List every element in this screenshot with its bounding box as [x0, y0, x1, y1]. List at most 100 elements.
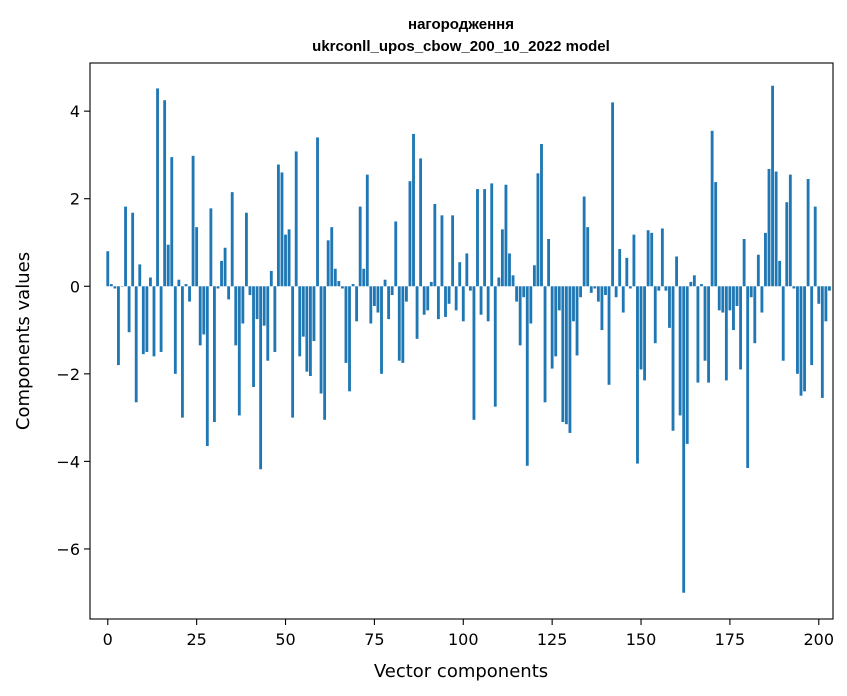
bar: [700, 284, 703, 287]
bar: [440, 215, 444, 287]
bar: [227, 286, 231, 300]
bar: [355, 286, 359, 322]
bar: [145, 286, 149, 352]
bar: [568, 286, 572, 433]
bar: [557, 286, 561, 311]
bar: [166, 244, 170, 287]
bars-group: [106, 85, 831, 593]
bar: [241, 286, 245, 324]
bar: [579, 286, 583, 298]
bar: [490, 183, 494, 287]
bar: [287, 229, 291, 287]
bar: [607, 286, 611, 385]
bar: [746, 286, 750, 468]
bar: [198, 286, 202, 346]
bar: [799, 286, 803, 396]
bar: [156, 88, 159, 287]
bar: [824, 286, 828, 322]
bar: [330, 227, 334, 287]
bar: [458, 262, 462, 287]
bar: [387, 286, 391, 320]
bar: [191, 155, 195, 287]
y-tick-label: 2: [70, 190, 80, 209]
bar: [237, 286, 241, 416]
bar: [632, 234, 636, 287]
bar: [564, 286, 568, 425]
x-tick-label: 75: [364, 630, 384, 649]
bar: [127, 286, 131, 333]
bar: [106, 251, 110, 287]
bar: [404, 286, 408, 302]
bar: [266, 286, 270, 361]
bar: [131, 212, 135, 287]
bar: [465, 253, 469, 287]
bar: [739, 286, 742, 370]
bar: [365, 174, 369, 287]
bar: [472, 286, 476, 420]
bar: [177, 279, 181, 287]
y-axis-label: Components values: [13, 252, 34, 430]
bar: [223, 247, 227, 287]
bar: [703, 286, 707, 361]
bar: [525, 286, 529, 466]
bar: [639, 286, 643, 370]
bar: [572, 286, 575, 322]
bar: [618, 249, 622, 287]
bar: [792, 286, 796, 289]
bar: [255, 286, 259, 320]
bar: [184, 284, 188, 287]
bar: [593, 286, 597, 289]
bar: [248, 286, 252, 296]
bar: [316, 137, 319, 287]
bar: [628, 286, 632, 289]
bar: [301, 286, 305, 337]
bar: [724, 286, 728, 381]
bar: [468, 286, 472, 291]
bar: [664, 286, 668, 291]
bar: [682, 286, 686, 593]
bar: [209, 208, 213, 287]
bar: [497, 277, 501, 287]
bar: [326, 240, 330, 287]
x-tick-label: 0: [103, 630, 113, 649]
bar: [756, 254, 760, 287]
bar: [788, 174, 792, 287]
bar: [163, 100, 167, 287]
bar: [646, 230, 650, 287]
bar: [358, 206, 362, 287]
y-tick-label: −6: [56, 540, 80, 559]
bar: [252, 286, 255, 387]
bar: [433, 203, 437, 287]
bar: [109, 284, 113, 287]
bar: [707, 286, 710, 383]
bar: [543, 286, 547, 403]
bar: [337, 281, 341, 287]
bar: [291, 286, 295, 418]
bar: [230, 192, 234, 287]
bar: [134, 286, 138, 403]
bar: [611, 102, 615, 287]
bar: [234, 286, 238, 346]
bar: [376, 286, 380, 313]
bar: [422, 286, 426, 315]
bar: [689, 281, 693, 287]
bar: [589, 286, 593, 293]
bar: [419, 158, 423, 287]
y-tick-label: −4: [56, 452, 80, 471]
bar: [188, 286, 191, 302]
x-axis-label: Vector components: [374, 661, 548, 682]
bar: [205, 286, 209, 447]
bar: [280, 172, 284, 287]
bar: [369, 286, 373, 324]
bar: [340, 286, 344, 289]
bar: [749, 286, 753, 298]
bar: [760, 286, 764, 313]
bar: [692, 275, 696, 287]
bar: [764, 232, 767, 287]
bar: [372, 286, 376, 306]
bar: [483, 189, 487, 287]
bar: [536, 173, 540, 287]
bar: [298, 286, 302, 357]
bar: [444, 286, 447, 317]
bar: [742, 238, 746, 287]
